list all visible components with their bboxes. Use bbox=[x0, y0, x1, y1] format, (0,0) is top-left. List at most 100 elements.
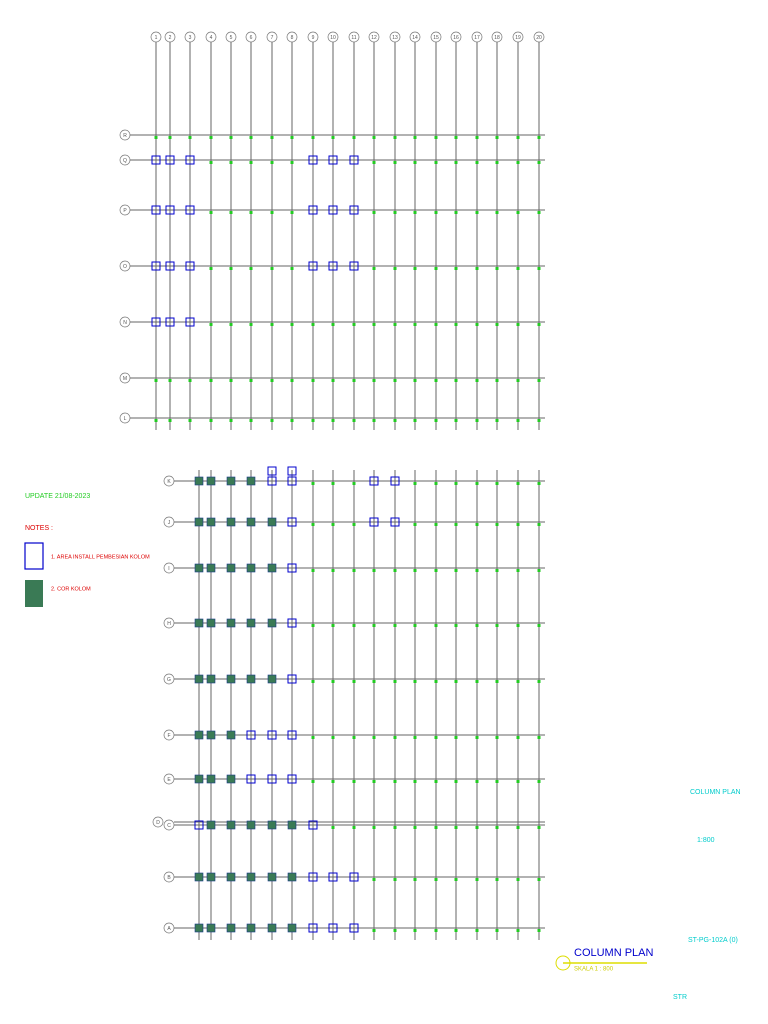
column-marker bbox=[393, 569, 397, 572]
column-cast bbox=[226, 820, 236, 830]
grid-bubble bbox=[348, 31, 360, 43]
column-install bbox=[165, 205, 175, 215]
column-cast bbox=[226, 563, 236, 573]
grid-bubble bbox=[266, 31, 278, 43]
column-marker bbox=[413, 419, 417, 422]
column-marker bbox=[495, 323, 499, 326]
title-block-scale: 1:800 bbox=[697, 837, 715, 844]
grid-bubble bbox=[119, 316, 131, 328]
column-marker bbox=[311, 680, 315, 683]
column-marker bbox=[413, 929, 417, 932]
column-label: 15 bbox=[433, 35, 439, 41]
column-marker bbox=[229, 267, 233, 270]
column-cast bbox=[267, 563, 277, 573]
grid-bubble bbox=[163, 617, 175, 629]
grid-bubble bbox=[409, 31, 421, 43]
row-label: O bbox=[123, 264, 127, 270]
grid-bubble bbox=[163, 562, 175, 574]
column-cast bbox=[226, 872, 236, 882]
row-label: C bbox=[167, 823, 171, 829]
grid-bubble bbox=[119, 204, 131, 216]
column-marker bbox=[270, 419, 274, 422]
column-marker bbox=[537, 680, 541, 683]
column-marker bbox=[537, 211, 541, 214]
column-marker bbox=[516, 929, 520, 932]
title-block-discipline: STR bbox=[673, 994, 687, 1001]
column-marker bbox=[434, 161, 438, 164]
column-marker bbox=[516, 211, 520, 214]
column-marker bbox=[311, 569, 315, 572]
column-marker bbox=[475, 136, 479, 139]
column-cast bbox=[206, 517, 216, 527]
column-install bbox=[267, 730, 277, 740]
column-install bbox=[390, 476, 400, 486]
column-cast bbox=[194, 563, 204, 573]
column-marker bbox=[475, 780, 479, 783]
column-label: 12 bbox=[371, 35, 377, 41]
column-cast bbox=[287, 872, 297, 882]
column-marker bbox=[352, 569, 356, 572]
column-marker bbox=[516, 379, 520, 382]
legend-cor-label: 2. COR KOLOM bbox=[51, 586, 91, 592]
column-marker bbox=[290, 419, 294, 422]
row-label: I bbox=[168, 566, 169, 572]
column-marker bbox=[495, 780, 499, 783]
column-marker bbox=[434, 929, 438, 932]
column-install bbox=[287, 476, 297, 486]
column-marker bbox=[352, 379, 356, 382]
column-cast bbox=[226, 476, 236, 486]
column-marker bbox=[454, 419, 458, 422]
column-install bbox=[287, 563, 297, 573]
column-marker bbox=[393, 878, 397, 881]
column-marker bbox=[372, 736, 376, 739]
column-marker bbox=[475, 419, 479, 422]
column-marker bbox=[537, 826, 541, 829]
grid-bubble bbox=[450, 31, 462, 43]
column-install bbox=[267, 466, 277, 476]
column-marker bbox=[434, 624, 438, 627]
column-install bbox=[308, 820, 318, 830]
column-cast bbox=[226, 517, 236, 527]
column-marker bbox=[209, 379, 213, 382]
column-marker bbox=[331, 680, 335, 683]
row-label: B bbox=[167, 875, 171, 881]
column-marker bbox=[331, 523, 335, 526]
column-marker bbox=[454, 569, 458, 572]
column-install bbox=[349, 872, 359, 882]
grid-bubble bbox=[119, 412, 131, 424]
column-install bbox=[349, 205, 359, 215]
column-label: 13 bbox=[392, 35, 398, 41]
column-marker bbox=[331, 780, 335, 783]
column-marker bbox=[209, 323, 213, 326]
column-marker bbox=[311, 736, 315, 739]
column-marker bbox=[290, 211, 294, 214]
column-marker bbox=[495, 736, 499, 739]
column-marker bbox=[290, 267, 294, 270]
column-cast bbox=[206, 563, 216, 573]
column-marker bbox=[516, 323, 520, 326]
column-marker bbox=[413, 780, 417, 783]
column-marker bbox=[311, 323, 315, 326]
column-marker bbox=[413, 267, 417, 270]
column-marker bbox=[454, 736, 458, 739]
column-marker bbox=[393, 323, 397, 326]
column-marker bbox=[475, 267, 479, 270]
column-marker bbox=[516, 624, 520, 627]
column-marker bbox=[413, 211, 417, 214]
column-marker bbox=[434, 211, 438, 214]
notes-title: NOTES : bbox=[25, 525, 53, 532]
column-marker bbox=[537, 523, 541, 526]
column-marker bbox=[434, 267, 438, 270]
column-marker bbox=[495, 379, 499, 382]
column-cast bbox=[246, 820, 256, 830]
column-install bbox=[328, 205, 338, 215]
column-install bbox=[390, 517, 400, 527]
column-marker bbox=[270, 379, 274, 382]
column-marker bbox=[352, 624, 356, 627]
column-marker bbox=[311, 523, 315, 526]
column-marker bbox=[475, 569, 479, 572]
column-marker bbox=[393, 929, 397, 932]
column-marker bbox=[311, 379, 315, 382]
column-marker bbox=[495, 267, 499, 270]
column-cast bbox=[206, 820, 216, 830]
